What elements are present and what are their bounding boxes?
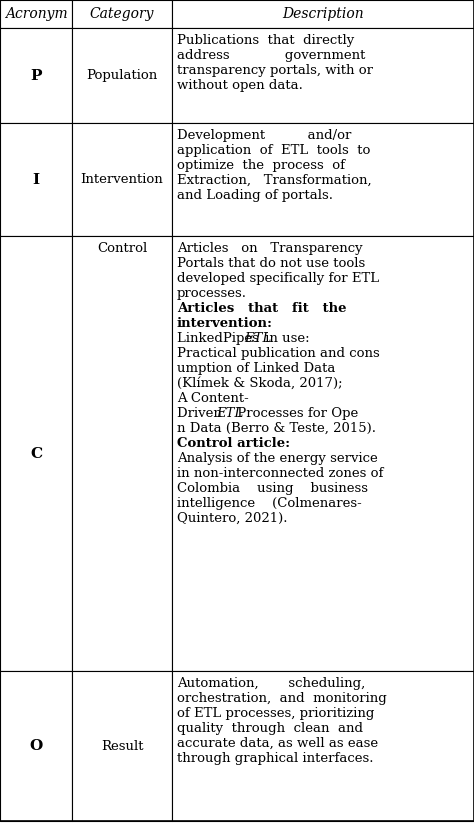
Text: Portals that do not use tools: Portals that do not use tools — [177, 257, 365, 270]
Text: n Data (Berro & Teste, 2015).: n Data (Berro & Teste, 2015). — [177, 422, 376, 435]
Text: C: C — [30, 447, 42, 460]
Text: developed specifically for ETL: developed specifically for ETL — [177, 272, 379, 285]
Text: optimize  the  process  of: optimize the process of — [177, 159, 345, 172]
Text: umption of Linked Data: umption of Linked Data — [177, 362, 336, 375]
Text: address             government: address government — [177, 49, 365, 62]
Text: Articles   that   fit   the: Articles that fit the — [177, 302, 346, 315]
Bar — [72, 236, 172, 671]
Text: Result: Result — [101, 740, 143, 752]
Text: accurate data, as well as ease: accurate data, as well as ease — [177, 737, 378, 750]
Text: Driven: Driven — [177, 407, 226, 420]
Bar — [72, 0, 172, 28]
Text: I: I — [32, 173, 39, 186]
Text: intervention:: intervention: — [177, 317, 273, 330]
Text: Description: Description — [282, 7, 364, 21]
Text: ETL: ETL — [244, 332, 272, 345]
Text: orchestration,  and  monitoring: orchestration, and monitoring — [177, 692, 387, 705]
Bar — [72, 123, 172, 236]
Text: O: O — [29, 739, 43, 753]
Text: Practical publication and cons: Practical publication and cons — [177, 347, 380, 360]
Text: Intervention: Intervention — [81, 173, 164, 186]
Text: P: P — [30, 68, 42, 83]
Text: application  of  ETL  tools  to: application of ETL tools to — [177, 144, 370, 157]
Text: Quintero, 2021).: Quintero, 2021). — [177, 512, 288, 525]
Text: Population: Population — [86, 69, 158, 82]
Text: and Loading of portals.: and Loading of portals. — [177, 189, 333, 202]
Bar — [172, 236, 474, 671]
Text: without open data.: without open data. — [177, 79, 303, 92]
Text: quality  through  clean  and: quality through clean and — [177, 722, 363, 735]
Text: in non-interconnected zones of: in non-interconnected zones of — [177, 467, 383, 480]
Text: processes.: processes. — [177, 287, 247, 300]
Text: transparency portals, with or: transparency portals, with or — [177, 64, 373, 77]
Bar — [172, 671, 474, 821]
Text: A Content-: A Content- — [177, 392, 249, 405]
Text: in use:: in use: — [261, 332, 310, 345]
Bar — [72, 671, 172, 821]
Text: intelligence    (Colmenares-: intelligence (Colmenares- — [177, 497, 362, 510]
Bar — [0, 28, 72, 123]
Text: Colombia    using    business: Colombia using business — [177, 482, 368, 495]
Text: Control: Control — [97, 242, 147, 255]
Text: Articles   on   Transparency: Articles on Transparency — [177, 242, 363, 255]
Text: (Klímek & Skoda, 2017);: (Klímek & Skoda, 2017); — [177, 377, 343, 390]
Text: Development          and/or: Development and/or — [177, 129, 351, 142]
Bar — [172, 0, 474, 28]
Text: Automation,       scheduling,: Automation, scheduling, — [177, 677, 365, 690]
Text: Analysis of the energy service: Analysis of the energy service — [177, 452, 378, 465]
Text: Control article:: Control article: — [177, 437, 290, 450]
Bar — [0, 123, 72, 236]
Text: Processes for Ope: Processes for Ope — [233, 407, 358, 420]
Text: LinkedPipes: LinkedPipes — [177, 332, 263, 345]
Text: Extraction,   Transformation,: Extraction, Transformation, — [177, 174, 372, 187]
Text: through graphical interfaces.: through graphical interfaces. — [177, 752, 374, 765]
Text: of ETL processes, prioritizing: of ETL processes, prioritizing — [177, 707, 374, 720]
Text: Publications  that  directly: Publications that directly — [177, 34, 354, 47]
Bar — [0, 0, 72, 28]
Text: Acronym: Acronym — [5, 7, 67, 21]
Text: ETL: ETL — [216, 407, 244, 420]
Bar — [172, 28, 474, 123]
Bar — [72, 28, 172, 123]
Bar — [172, 123, 474, 236]
Text: Category: Category — [90, 7, 154, 21]
Bar — [0, 671, 72, 821]
Bar — [0, 236, 72, 671]
